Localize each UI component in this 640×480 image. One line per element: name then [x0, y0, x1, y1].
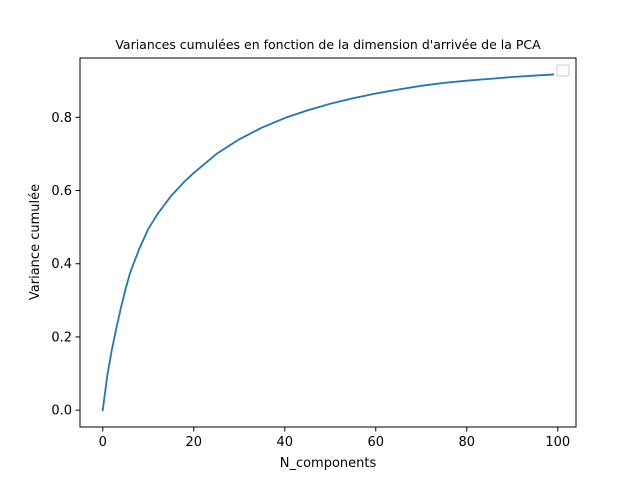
data-point	[125, 288, 127, 290]
series-group	[101, 73, 555, 412]
data-point	[216, 153, 218, 155]
ticks: 0 20 40 60 80 100 0.0 0.2 0.4 0.6 0.8	[51, 111, 570, 450]
data-point	[120, 307, 122, 309]
data-point	[138, 248, 140, 250]
data-point	[111, 349, 113, 351]
x-tick-label: 20	[185, 435, 202, 450]
data-point	[238, 138, 240, 140]
x-tick-label: 0	[99, 435, 107, 450]
data-point	[170, 195, 172, 197]
legend-box	[556, 64, 570, 77]
data-point	[398, 89, 400, 91]
y-tick-label: 0.8	[51, 111, 72, 126]
data-point	[534, 75, 536, 77]
y-tick-label: 0.0	[51, 404, 72, 419]
data-point	[466, 80, 468, 82]
data-point	[156, 213, 158, 215]
data-point	[420, 85, 422, 87]
x-axis-label: N_components	[280, 456, 377, 471]
data-point	[511, 76, 513, 78]
data-point	[106, 374, 108, 376]
data-point	[129, 272, 131, 274]
x-tick-label: 40	[276, 435, 293, 450]
y-tick-label: 0.6	[51, 184, 72, 199]
data-point	[307, 109, 309, 111]
y-tick-label: 0.2	[51, 330, 72, 345]
data-point	[352, 97, 354, 99]
plot-frame	[79, 57, 577, 428]
x-tick-label: 100	[545, 435, 570, 450]
series-line-0	[101, 73, 555, 412]
data-point	[184, 180, 186, 182]
data-point	[552, 74, 554, 76]
x-tick-label: 60	[368, 435, 385, 450]
data-point	[284, 117, 286, 119]
data-point	[102, 409, 104, 411]
data-point	[443, 82, 445, 84]
data-point	[116, 327, 118, 329]
data-point	[489, 78, 491, 80]
data-point	[147, 228, 149, 230]
data-point	[329, 103, 331, 105]
chart-title: Variances cumulées en fonction de la dim…	[115, 37, 541, 52]
data-point	[375, 93, 377, 95]
x-tick-label: 80	[459, 435, 476, 450]
y-axis-label: Variance cumulée	[28, 184, 43, 300]
plot-area	[80, 58, 576, 427]
y-tick-label: 0.4	[51, 257, 72, 272]
data-point	[193, 172, 195, 174]
data-point	[261, 127, 263, 129]
